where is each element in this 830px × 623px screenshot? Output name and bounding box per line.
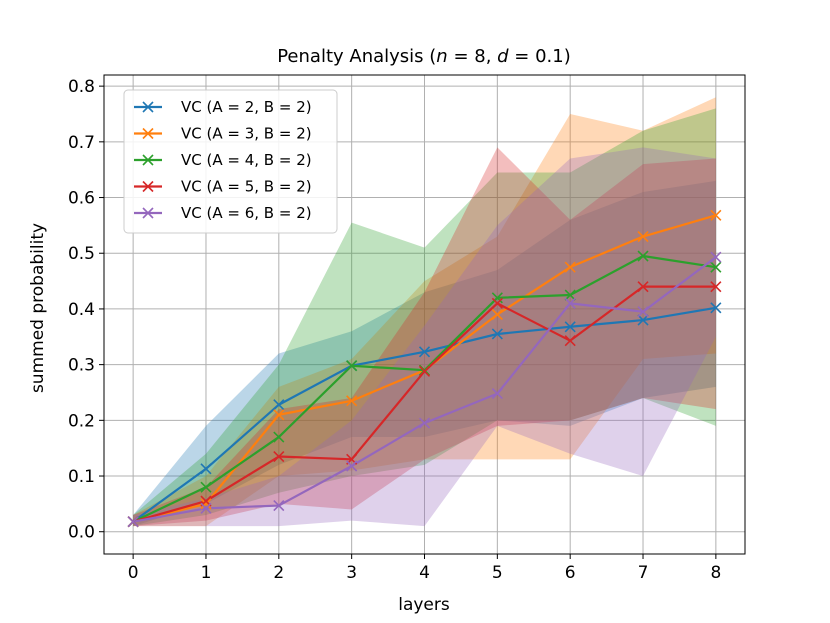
marker-series-4 <box>273 450 285 463</box>
band-series-5 <box>133 147 716 527</box>
band-series-2 <box>133 97 716 527</box>
marker-series-5 <box>346 460 358 472</box>
marker-series-3 <box>273 431 285 443</box>
marker-series-3 <box>346 360 358 372</box>
marker-series-5 <box>491 388 503 400</box>
series-markers <box>127 209 722 528</box>
y-tick-label: 0.4 <box>68 300 95 320</box>
legend-box <box>123 89 338 234</box>
legend: VC (A = 2, B = 2) VC (A = 3, B = 2) VC (A … <box>123 89 338 234</box>
legend-label: VC (A = 4, B = 2) <box>181 151 312 169</box>
marker-series-2 <box>637 230 649 243</box>
marker-series-5 <box>710 251 722 263</box>
marker-series-4 <box>710 281 722 293</box>
legend-entry-3: VC (A = 4, B = 2) <box>134 151 312 169</box>
y-axis-label: summed probability <box>28 223 48 393</box>
band-series-3 <box>133 108 716 527</box>
marker-series-2 <box>710 209 722 221</box>
y-tick-label: 0.8 <box>68 77 95 97</box>
marker-series-1 <box>273 399 285 411</box>
x-tick-label: 3 <box>346 563 357 583</box>
x-tick-label: 6 <box>565 563 576 583</box>
x-tick-label: 7 <box>638 563 649 583</box>
marker-series-1 <box>564 321 576 333</box>
marker-series-3 <box>564 289 576 301</box>
x-tick-label: 8 <box>710 563 721 583</box>
marker-series-2 <box>346 395 358 407</box>
y-tick-label: 0.5 <box>68 244 95 264</box>
marker-series-2 <box>491 308 503 321</box>
marker-series-5 <box>200 502 212 514</box>
x-tick-label: 2 <box>273 563 284 583</box>
y-tick-label: 0.7 <box>68 133 95 153</box>
x-tick-label: 4 <box>419 563 430 583</box>
axis-ticks: 0 1 2 3 4 5 6 7 8 0.0 0.1 0.2 0.3 0.4 0.5 0.6 0.7 0.8 <box>68 77 721 583</box>
x-tick-label: 1 <box>201 563 212 583</box>
legend-marker <box>142 154 154 166</box>
marker-series-1 <box>637 314 649 326</box>
legend-marker <box>142 207 154 219</box>
y-tick-label: 0.3 <box>68 356 95 376</box>
legend-marker <box>142 101 154 113</box>
legend-marker <box>142 127 154 140</box>
chart-title: Penalty Analysis (n = 8, d = 0.1) <box>277 46 571 67</box>
legend-label: VC (A = 3, B = 2) <box>181 125 312 143</box>
marker-series-2 <box>564 261 576 273</box>
marker-series-5 <box>637 306 649 318</box>
legend-marker <box>142 180 154 193</box>
legend-entry-4: VC (A = 5, B = 2) <box>134 178 312 196</box>
marker-series-5 <box>273 499 285 512</box>
x-tick-label: 0 <box>128 563 139 583</box>
legend-entry-5: VC (A = 6, B = 2) <box>134 204 312 222</box>
legend-label: VC (A = 5, B = 2) <box>181 178 312 196</box>
marker-series-3 <box>710 261 722 273</box>
marker-series-5 <box>418 417 431 429</box>
marker-series-1 <box>418 346 431 358</box>
marker-series-1 <box>710 302 722 314</box>
y-tick-label: 0.0 <box>68 523 95 543</box>
marker-series-1 <box>200 463 212 475</box>
marker-series-5 <box>564 297 576 309</box>
band-series-4 <box>133 147 716 527</box>
x-tick-label: 5 <box>492 563 503 583</box>
marker-series-5 <box>127 516 139 528</box>
marker-series-4 <box>637 281 649 293</box>
legend-label: VC (A = 2, B = 2) <box>181 98 312 116</box>
y-tick-label: 0.1 <box>68 467 95 487</box>
y-tick-label: 0.6 <box>68 189 95 209</box>
marker-series-1 <box>491 328 503 340</box>
marker-series-3 <box>200 481 212 493</box>
marker-series-2 <box>273 409 285 421</box>
legend-label: VC (A = 6, B = 2) <box>181 204 312 222</box>
legend-entry-1: VC (A = 2, B = 2) <box>134 98 312 116</box>
x-axis-label: layers <box>398 595 450 615</box>
marker-series-3 <box>637 250 649 262</box>
legend-entry-2: VC (A = 3, B = 2) <box>134 125 312 143</box>
y-tick-label: 0.2 <box>68 411 95 431</box>
marker-series-4 <box>418 365 431 377</box>
marker-series-4 <box>491 297 503 309</box>
marker-series-4 <box>564 335 576 347</box>
marker-series-2 <box>200 498 212 510</box>
